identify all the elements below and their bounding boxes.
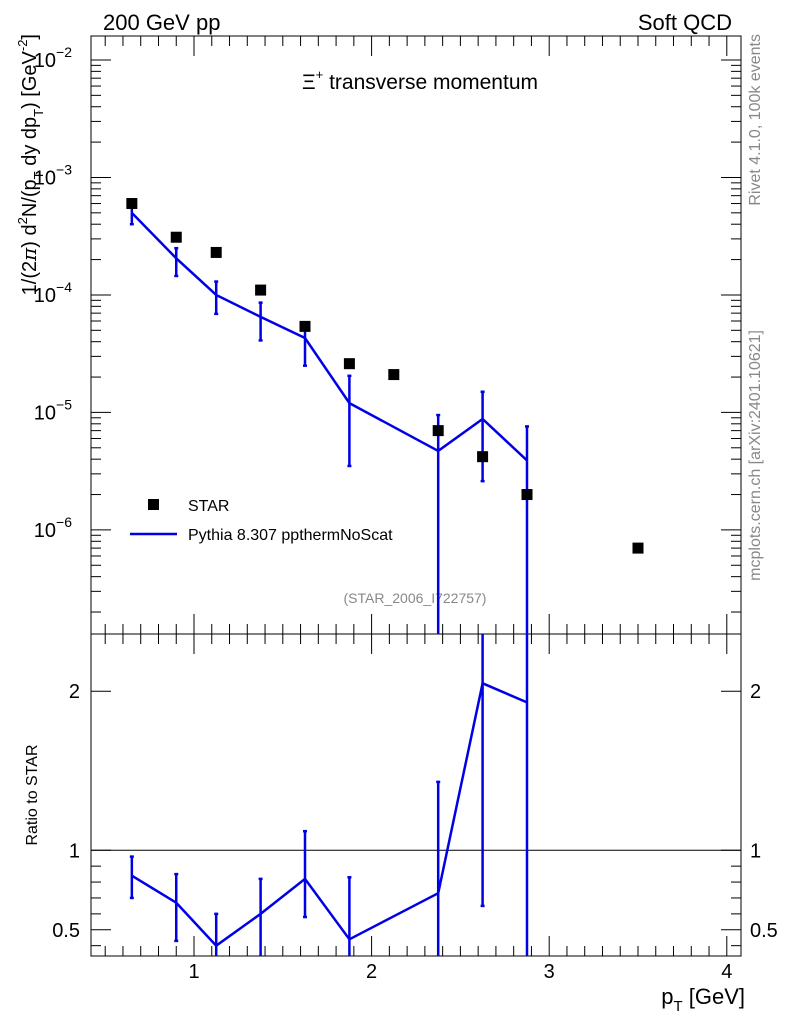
xlabel: pT [GeV] xyxy=(661,984,745,1015)
ratio-tick-label: 1 xyxy=(69,840,80,862)
x-tick-label: 4 xyxy=(721,961,732,983)
x-tick-label: 2 xyxy=(366,961,377,983)
y-tick-label: 10−6 xyxy=(34,514,72,542)
star-data-point xyxy=(170,231,182,243)
x-tick-label: 1 xyxy=(188,961,199,983)
star-data-point xyxy=(126,198,138,210)
star-data-point xyxy=(477,451,489,463)
star-data-point xyxy=(210,246,222,258)
mcplots-label: mcplots.cern.ch [arXiv:2401.10621] xyxy=(747,330,764,581)
legend-label-pythia: Pythia 8.307 ppthermNoScat xyxy=(188,527,393,544)
y-tick-label: 10−5 xyxy=(34,396,72,424)
star-data-point xyxy=(521,489,533,501)
ratio-tick-label-right: 0.5 xyxy=(750,920,778,942)
x-tick-label: 3 xyxy=(544,961,555,983)
header-right: Soft QCD xyxy=(638,10,732,35)
y-tick-label: 10−2 xyxy=(34,44,72,72)
axis-ticks: 1 2 3 4 10−6 10−5 10−4 10−3 10−2 0.5 0.5 1 1 2 2 xyxy=(34,36,778,983)
ratio-ylabel: Ratio to STAR xyxy=(24,744,41,845)
star-data-point xyxy=(299,320,311,332)
ratio-tick-label-right: 2 xyxy=(750,681,761,703)
main-ylabel: 1/(2π) d2N/(pT dy dpT) [GeV-2] xyxy=(15,34,46,295)
star-data-point xyxy=(255,284,267,296)
y-tick-label: 10−3 xyxy=(34,161,72,189)
star-data-point xyxy=(632,542,644,554)
ratio-plot-marks xyxy=(129,634,529,956)
analysis-id: (STAR_2006_I722757) xyxy=(344,590,487,606)
header-left: 200 GeV pp xyxy=(103,10,220,35)
rivet-label: Rivet 4.1.0, 100k events xyxy=(747,34,764,206)
star-data-point xyxy=(432,425,444,437)
main-panel-frame xyxy=(90,35,742,635)
ratio-tick-label: 0.5 xyxy=(52,920,80,942)
main-plot-marks xyxy=(126,198,644,634)
main-title: Ξ+ transverse momentum xyxy=(302,67,538,94)
star-data-point xyxy=(388,369,400,381)
star-data-point xyxy=(343,358,355,370)
legend-label-star: STAR xyxy=(188,498,229,515)
y-tick-label: 10−4 xyxy=(34,279,72,307)
pythia-line xyxy=(130,211,528,462)
ratio-tick-label: 2 xyxy=(69,681,80,703)
ratio-line xyxy=(131,681,528,948)
ratio-tick-label-right: 1 xyxy=(750,840,761,862)
ratio-panel-frame xyxy=(90,633,742,957)
legend-marker-star xyxy=(148,499,159,510)
